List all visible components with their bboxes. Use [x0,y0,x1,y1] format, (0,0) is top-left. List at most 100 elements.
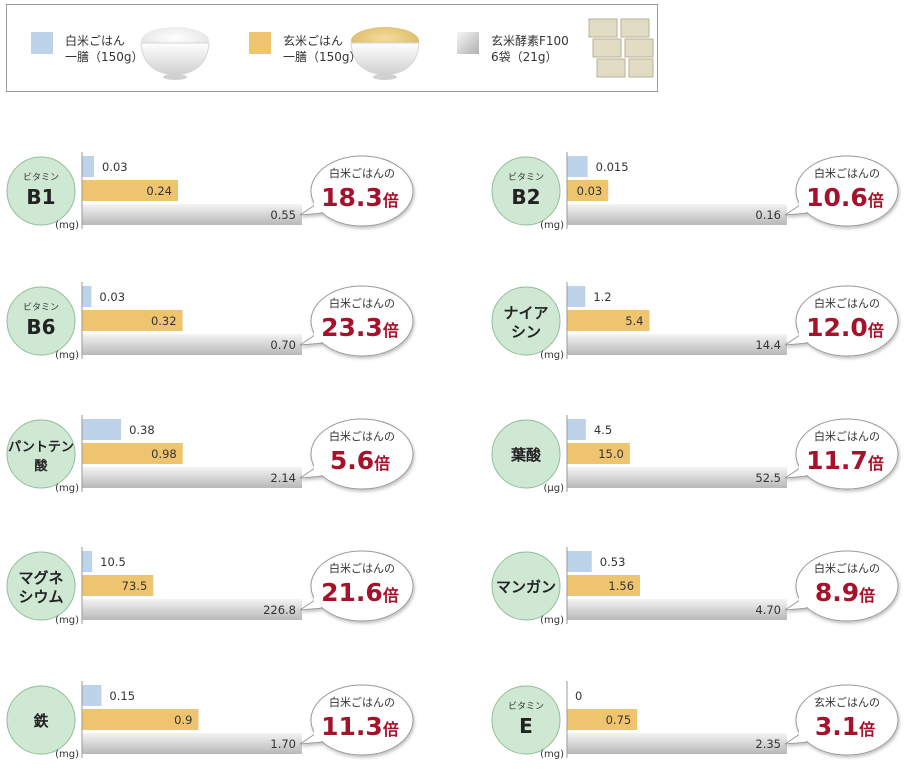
ratio-bubble [299,155,414,227]
ratio-suffix: 倍 [383,321,399,340]
f100-packets-icon [588,18,654,78]
ratio-value: 11.3倍 [321,712,399,741]
ratio-value: 8.9倍 [815,578,875,607]
bubble-joint [799,596,817,607]
ratio-suffix: 倍 [383,720,399,739]
bar-value-label: 15.0 [598,447,624,461]
ratio-number: 11.3 [321,712,383,741]
brown-rice-bowl-icon [350,27,420,80]
bar-value-label: 5.4 [625,314,643,328]
brown-rice-bar [567,709,638,730]
nutrient-chart: 葉酸 (μg) 4.5 15.0 52.5 白米ごはんの 11.7倍 [491,415,899,494]
ratio-number: 18.3 [321,183,383,212]
nutrient-chart: マンガン (mg) 0.53 1.56 4.70 白米ごはんの 8.9倍 [491,547,899,626]
bar-value-label: 0.03 [99,290,125,304]
legend-label-f100-line1: 玄米酵素F100 [491,33,569,48]
nutrient-chart: ビタミン B2(mg) 0.015 0.03 0.16 白米ごはんの 10.6倍 [491,152,899,231]
legend-label-white-line1: 白米ごはん [65,33,125,48]
bar-value-label: 0.9 [174,713,192,727]
bar-value-label: 0.75 [606,713,632,727]
ratio-base-label: 玄米ごはんの [814,695,880,709]
f100-bar [567,467,787,488]
nutrient-circle [6,551,76,621]
bar-value-label: 0.03 [577,184,603,198]
f100-bar [567,334,787,355]
bubble-joint [314,464,332,475]
bar-value-label: 0.53 [600,555,626,569]
bubble-body [310,550,414,622]
white-rice-bar [567,156,588,177]
bubble-joint [314,331,332,342]
bar-value-label: 2.14 [270,471,296,485]
ratio-base-label: 白米ごはんの [329,429,395,443]
ratio-suffix: 倍 [868,454,884,473]
ratio-number: 10.6 [806,183,868,212]
ratio-bubble [299,550,414,622]
unit-label: (mg) [540,350,564,361]
ratio-number: 3.1 [815,712,859,741]
ratio-number: 21.6 [321,578,383,607]
f100-bar [567,599,787,620]
white-rice-bar [567,419,586,440]
legend-label-f100-line2: 6袋（21g） [491,50,558,64]
white-rice-bar [82,419,122,440]
ratio-bubble [299,418,414,490]
nutrient-chart: 鉄 (mg) 0.15 0.9 1.70 白米ごはんの 11.3倍 [6,681,414,760]
ratio-base-label: 白米ごはんの [814,429,880,443]
bar-value-label: 0.16 [755,208,781,222]
white-rice-bar [567,286,586,307]
bubble-body [310,285,414,357]
nutrient-name-line1: ナイア [503,304,548,322]
ratio-bubble [784,285,899,357]
legend: 白米ごはん 一膳（150g） 玄米ごはん 一膳（150g） 玄米酵素F100 6… [6,4,658,92]
nutrient-name-line1: パントテン [8,440,74,455]
nutrient-circle [491,419,561,489]
nutrient-circle [6,419,76,489]
bar-value-label: 1.70 [270,737,296,751]
ratio-suffix: 倍 [859,720,875,739]
nutrient-name: B6 [26,315,55,339]
ratio-bubble [784,155,899,227]
bubble-joint [799,331,817,342]
ratio-base-label: 白米ごはんの [814,166,880,180]
nutrient-name-line2: 酸 [34,458,48,474]
bubble-joint [799,464,817,475]
brown-rice-bar [82,709,199,730]
ratio-base-label: 白米ごはんの [814,561,880,575]
bubble-body [310,418,414,490]
white-rice-bar [82,286,92,307]
ratio-base-label: 白米ごはんの [329,166,395,180]
nutrient-chart: ビタミン B1(mg) 0.03 0.24 0.55 白米ごはんの 18.3倍 [6,152,414,231]
ratio-suffix: 倍 [383,586,399,605]
ratio-value: 11.7倍 [806,446,884,475]
ratio-value: 12.0倍 [806,313,884,342]
bar-value-label: 14.4 [755,338,781,352]
ratio-number: 12.0 [806,313,868,342]
ratio-suffix: 倍 [868,191,884,210]
legend-swatch-brown-rice [249,32,271,54]
bar-value-label: 0.98 [151,447,177,461]
bar-value-label: 2.35 [755,737,781,751]
ratio-bubble [784,684,899,756]
bubble-body [795,684,899,756]
bubble-body [310,155,414,227]
brown-rice-bar [82,575,154,596]
bubble-body [795,285,899,357]
ratio-base-label: 白米ごはんの [329,296,395,310]
ratio-bubble [784,550,899,622]
brown-rice-bar [567,443,630,464]
nutrient-prefix: ビタミン [508,172,544,183]
f100-bar [82,334,302,355]
bubble-joint [799,201,817,212]
bar-value-label: 0.38 [129,423,155,437]
nutrient-circle [491,286,561,356]
brown-rice-bar [82,310,183,331]
f100-bar [82,204,302,225]
nutrient-name: 鉄 [33,712,48,730]
ratio-value: 23.3倍 [321,313,399,342]
bubble-body [795,155,899,227]
